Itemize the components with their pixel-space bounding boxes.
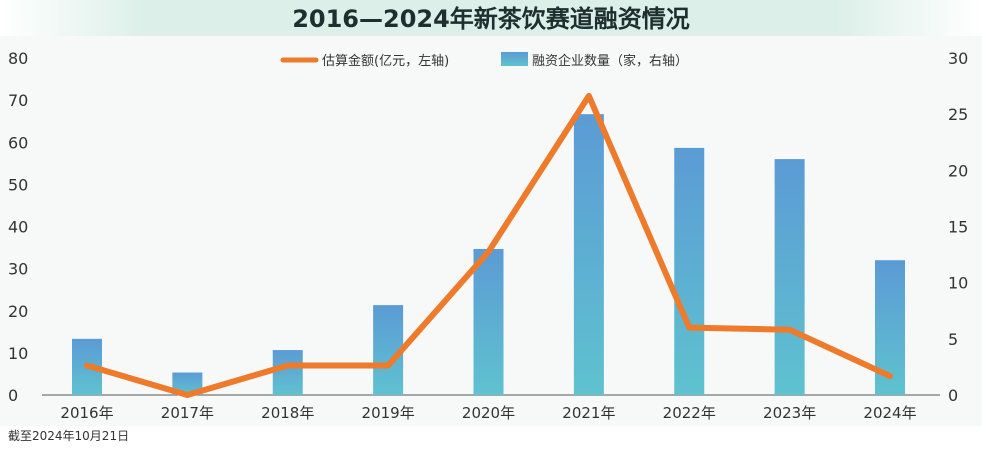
x-tick-label: 2018年	[261, 404, 314, 422]
x-tick-label: 2022年	[663, 404, 716, 422]
bar-7	[674, 147, 705, 395]
right-axis-tick-label: 20	[948, 161, 968, 180]
right-axis-tick-label: 15	[948, 218, 968, 237]
right-axis-tick-label: 10	[948, 274, 968, 293]
title-band	[0, 0, 982, 36]
left-axis-tick-label: 20	[8, 302, 28, 321]
bar-3	[272, 350, 303, 395]
footnote: 截至2024年10月21日	[8, 429, 129, 443]
left-axis-tick-label: 70	[8, 91, 28, 110]
x-tick-label: 2024年	[863, 404, 916, 422]
right-axis: 0 5 10 15 20 25 30	[948, 49, 968, 405]
chart-title: 2016—2024年新茶饮赛道融资情况	[292, 5, 690, 33]
bar-6	[573, 114, 604, 396]
legend-label-count: 融资企业数量（家，右轴）	[532, 53, 688, 69]
left-axis-tick-label: 80	[8, 49, 28, 68]
right-axis-tick-label: 5	[948, 330, 958, 349]
x-tick-label: 2019年	[362, 404, 415, 422]
x-tick-label: 2016年	[60, 404, 113, 422]
bar-2	[172, 372, 203, 395]
right-axis-tick-label: 30	[948, 49, 968, 68]
x-tick-label: 2017年	[161, 404, 214, 422]
x-axis: 2016年 2017年 2018年 2019年 2020年 2021年 2022年 2023年…	[60, 404, 916, 422]
x-tick-label: 2020年	[462, 404, 515, 422]
legend: 估算金额(亿元，左轴) 融资企业数量（家，右轴）	[280, 52, 688, 69]
x-tick-label: 2021年	[562, 404, 615, 422]
x-tick-label: 2023年	[763, 404, 816, 422]
bar-8	[774, 159, 805, 395]
legend-label-amount: 估算金额(亿元，左轴)	[322, 53, 449, 69]
legend-bar-swatch	[501, 52, 528, 66]
left-axis-tick-label: 0	[8, 386, 18, 405]
bar-5	[473, 248, 504, 395]
left-axis: 0 10 20 30 40 50 60 70 80	[8, 49, 28, 405]
right-axis-tick-label: 0	[948, 386, 958, 405]
left-axis-tick-label: 50	[8, 175, 28, 194]
left-axis-tick-label: 10	[8, 344, 28, 363]
right-axis-tick-label: 25	[948, 105, 968, 124]
amount-line	[84, 92, 893, 398]
left-axis-tick-label: 30	[8, 260, 28, 279]
left-axis-tick-label: 60	[8, 133, 28, 152]
left-axis-tick-label: 40	[8, 218, 28, 237]
